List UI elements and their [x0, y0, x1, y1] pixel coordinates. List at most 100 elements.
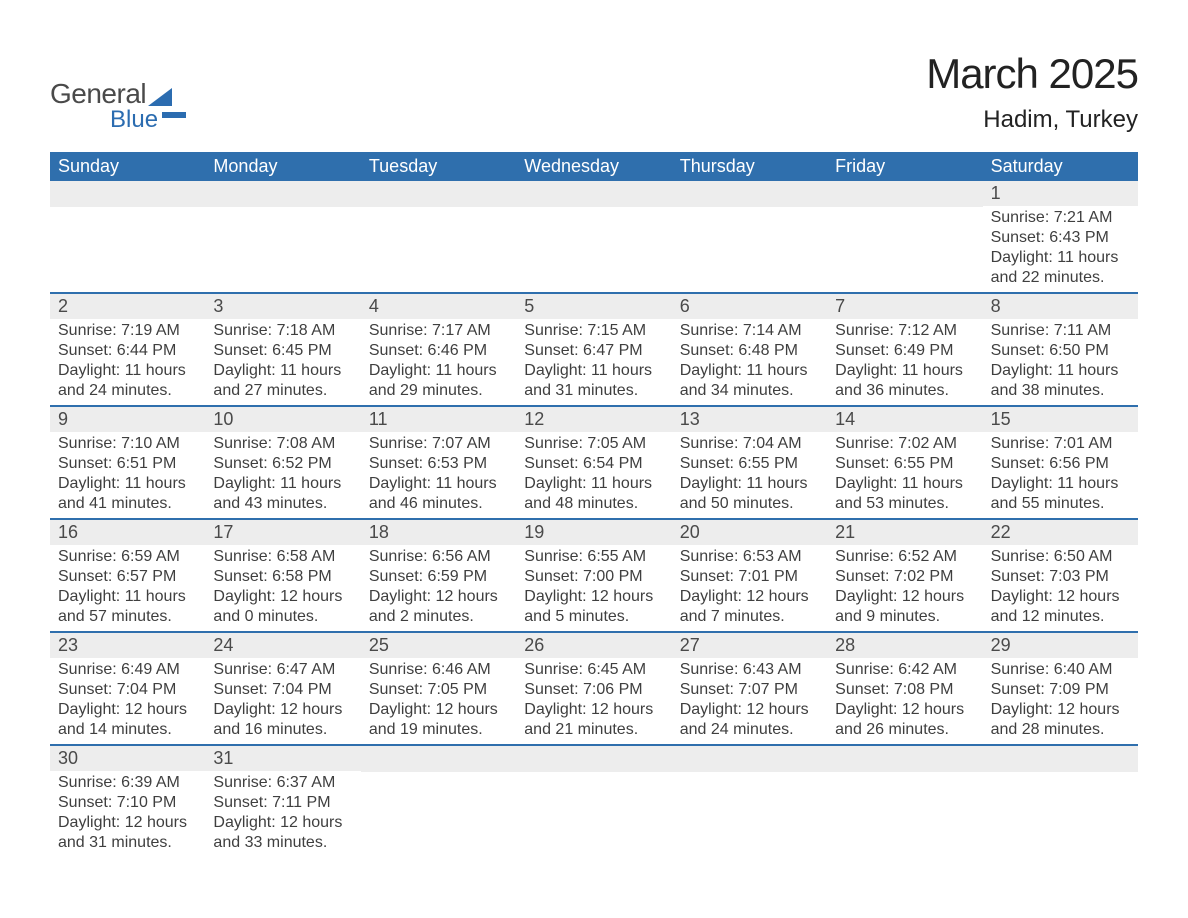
day-data: Sunrise: 7:01 AMSunset: 6:56 PMDaylight:…: [983, 432, 1138, 518]
sunrise-text: Sunrise: 7:02 AM: [835, 434, 974, 454]
daylight-text: Daylight: 11 hours and 34 minutes.: [680, 361, 819, 401]
day-data: Sunrise: 6:42 AMSunset: 7:08 PMDaylight:…: [827, 658, 982, 744]
dow-thursday: Thursday: [672, 152, 827, 181]
calendar-cell: 20Sunrise: 6:53 AMSunset: 7:01 PMDayligh…: [672, 520, 827, 631]
day-number: [672, 746, 827, 772]
day-data: Sunrise: 7:18 AMSunset: 6:45 PMDaylight:…: [205, 319, 360, 405]
calendar-cell-empty: [516, 746, 671, 857]
calendar-cell: 13Sunrise: 7:04 AMSunset: 6:55 PMDayligh…: [672, 407, 827, 518]
daylight-text: Daylight: 12 hours and 31 minutes.: [58, 813, 197, 853]
calendar-cell: 5Sunrise: 7:15 AMSunset: 6:47 PMDaylight…: [516, 294, 671, 405]
sunrise-text: Sunrise: 6:37 AM: [213, 773, 352, 793]
day-data: Sunrise: 6:47 AMSunset: 7:04 PMDaylight:…: [205, 658, 360, 744]
daylight-text: Daylight: 11 hours and 36 minutes.: [835, 361, 974, 401]
calendar-cell: 23Sunrise: 6:49 AMSunset: 7:04 PMDayligh…: [50, 633, 205, 744]
sunset-text: Sunset: 7:11 PM: [213, 793, 352, 813]
sunset-text: Sunset: 7:05 PM: [369, 680, 508, 700]
calendar-cell: 25Sunrise: 6:46 AMSunset: 7:05 PMDayligh…: [361, 633, 516, 744]
day-data: Sunrise: 7:21 AMSunset: 6:43 PMDaylight:…: [983, 206, 1138, 292]
daylight-text: Daylight: 12 hours and 26 minutes.: [835, 700, 974, 740]
day-number: 31: [205, 746, 360, 771]
calendar-cell: 15Sunrise: 7:01 AMSunset: 6:56 PMDayligh…: [983, 407, 1138, 518]
day-data: Sunrise: 6:49 AMSunset: 7:04 PMDaylight:…: [50, 658, 205, 744]
sunrise-text: Sunrise: 6:58 AM: [213, 547, 352, 567]
day-data: Sunrise: 7:10 AMSunset: 6:51 PMDaylight:…: [50, 432, 205, 518]
sunrise-text: Sunrise: 7:18 AM: [213, 321, 352, 341]
calendar-cell: 28Sunrise: 6:42 AMSunset: 7:08 PMDayligh…: [827, 633, 982, 744]
calendar-cell-empty: [361, 181, 516, 292]
sunset-text: Sunset: 6:57 PM: [58, 567, 197, 587]
sunrise-text: Sunrise: 7:04 AM: [680, 434, 819, 454]
day-number: [827, 746, 982, 772]
day-data: Sunrise: 7:11 AMSunset: 6:50 PMDaylight:…: [983, 319, 1138, 405]
day-data: Sunrise: 7:05 AMSunset: 6:54 PMDaylight:…: [516, 432, 671, 518]
day-data-empty: [361, 772, 516, 778]
day-data: Sunrise: 6:39 AMSunset: 7:10 PMDaylight:…: [50, 771, 205, 857]
day-data: Sunrise: 7:15 AMSunset: 6:47 PMDaylight:…: [516, 319, 671, 405]
day-data: Sunrise: 6:45 AMSunset: 7:06 PMDaylight:…: [516, 658, 671, 744]
day-number: 30: [50, 746, 205, 771]
calendar-cell: 29Sunrise: 6:40 AMSunset: 7:09 PMDayligh…: [983, 633, 1138, 744]
daylight-text: Daylight: 12 hours and 33 minutes.: [213, 813, 352, 853]
week-row: 9Sunrise: 7:10 AMSunset: 6:51 PMDaylight…: [50, 405, 1138, 518]
location-label: Hadim, Turkey: [926, 106, 1138, 134]
sunset-text: Sunset: 6:46 PM: [369, 341, 508, 361]
sunset-text: Sunset: 7:00 PM: [524, 567, 663, 587]
calendar-cell: 24Sunrise: 6:47 AMSunset: 7:04 PMDayligh…: [205, 633, 360, 744]
logo-word-blue: Blue: [110, 106, 158, 134]
day-number: 10: [205, 407, 360, 432]
sunrise-text: Sunrise: 6:43 AM: [680, 660, 819, 680]
calendar-cell-empty: [516, 181, 671, 292]
daylight-text: Daylight: 11 hours and 41 minutes.: [58, 474, 197, 514]
day-data: Sunrise: 6:58 AMSunset: 6:58 PMDaylight:…: [205, 545, 360, 631]
sunset-text: Sunset: 6:44 PM: [58, 341, 197, 361]
daylight-text: Daylight: 12 hours and 5 minutes.: [524, 587, 663, 627]
week-row: 23Sunrise: 6:49 AMSunset: 7:04 PMDayligh…: [50, 631, 1138, 744]
daylight-text: Daylight: 11 hours and 50 minutes.: [680, 474, 819, 514]
sunrise-text: Sunrise: 6:42 AM: [835, 660, 974, 680]
day-number: [827, 181, 982, 207]
sunset-text: Sunset: 6:55 PM: [835, 454, 974, 474]
sunrise-text: Sunrise: 7:12 AM: [835, 321, 974, 341]
day-number: 2: [50, 294, 205, 319]
sunrise-text: Sunrise: 7:10 AM: [58, 434, 197, 454]
day-number: 13: [672, 407, 827, 432]
sunrise-text: Sunrise: 6:53 AM: [680, 547, 819, 567]
day-number: 24: [205, 633, 360, 658]
day-data-empty: [361, 207, 516, 213]
dow-wednesday: Wednesday: [516, 152, 671, 181]
sunset-text: Sunset: 7:03 PM: [991, 567, 1130, 587]
day-number: 18: [361, 520, 516, 545]
day-number: 19: [516, 520, 671, 545]
day-number: [516, 746, 671, 772]
day-data: Sunrise: 6:40 AMSunset: 7:09 PMDaylight:…: [983, 658, 1138, 744]
sunset-text: Sunset: 7:08 PM: [835, 680, 974, 700]
calendar-cell: 2Sunrise: 7:19 AMSunset: 6:44 PMDaylight…: [50, 294, 205, 405]
day-data: Sunrise: 6:50 AMSunset: 7:03 PMDaylight:…: [983, 545, 1138, 631]
sunrise-text: Sunrise: 7:21 AM: [991, 208, 1130, 228]
sunrise-text: Sunrise: 7:14 AM: [680, 321, 819, 341]
calendar-cell-empty: [205, 181, 360, 292]
day-number: 12: [516, 407, 671, 432]
daylight-text: Daylight: 11 hours and 22 minutes.: [991, 248, 1130, 288]
sunset-text: Sunset: 7:10 PM: [58, 793, 197, 813]
sunrise-text: Sunrise: 6:56 AM: [369, 547, 508, 567]
calendar-cell-empty: [983, 746, 1138, 857]
calendar-cell: 14Sunrise: 7:02 AMSunset: 6:55 PMDayligh…: [827, 407, 982, 518]
calendar-cell: 16Sunrise: 6:59 AMSunset: 6:57 PMDayligh…: [50, 520, 205, 631]
calendar-cell: 19Sunrise: 6:55 AMSunset: 7:00 PMDayligh…: [516, 520, 671, 631]
daylight-text: Daylight: 12 hours and 9 minutes.: [835, 587, 974, 627]
day-number: 8: [983, 294, 1138, 319]
day-number: [205, 181, 360, 207]
sunrise-text: Sunrise: 6:52 AM: [835, 547, 974, 567]
sunrise-text: Sunrise: 7:08 AM: [213, 434, 352, 454]
calendar-cell: 18Sunrise: 6:56 AMSunset: 6:59 PMDayligh…: [361, 520, 516, 631]
day-number: [361, 181, 516, 207]
day-number: 4: [361, 294, 516, 319]
dow-tuesday: Tuesday: [361, 152, 516, 181]
dow-sunday: Sunday: [50, 152, 205, 181]
sunset-text: Sunset: 6:47 PM: [524, 341, 663, 361]
title-block: March 2025 Hadim, Turkey: [926, 50, 1138, 134]
sunset-text: Sunset: 6:54 PM: [524, 454, 663, 474]
daylight-text: Daylight: 11 hours and 27 minutes.: [213, 361, 352, 401]
